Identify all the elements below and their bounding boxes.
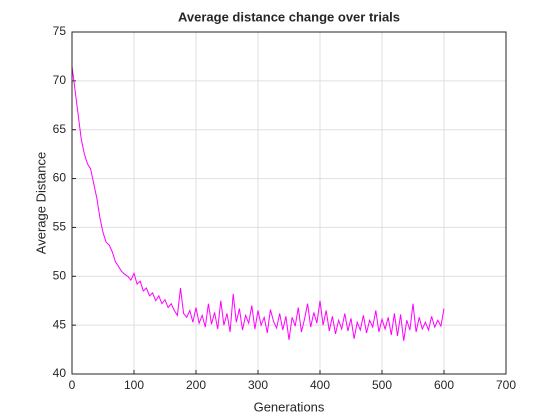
y-axis-label: Average Distance (33, 152, 48, 254)
x-tick-label: 200 (186, 378, 206, 392)
y-tick-label: 40 (53, 366, 67, 380)
axes-box (71, 31, 507, 375)
y-tick-label: 45 (53, 317, 67, 331)
y-tick-label: 55 (53, 220, 67, 234)
x-tick-label: 0 (69, 378, 76, 392)
y-tick-label: 65 (53, 122, 67, 136)
x-tick-label: 600 (434, 378, 454, 392)
grid (71, 31, 507, 375)
x-tick-label: 400 (310, 378, 330, 392)
y-tick-label: 75 (53, 24, 67, 38)
x-tick-label: 300 (248, 378, 268, 392)
y-tick-label: 60 (53, 171, 67, 185)
x-tick-label: 100 (124, 378, 144, 392)
x-tick-label: 500 (372, 378, 392, 392)
data-line (71, 66, 445, 341)
chart-title: Average distance change over trials (178, 9, 400, 24)
y-tick-label: 70 (53, 73, 67, 87)
x-tick-label: 700 (496, 378, 516, 392)
y-tick-label: 50 (53, 268, 67, 282)
x-axis-label: Generations (254, 399, 325, 414)
plot (71, 66, 445, 341)
